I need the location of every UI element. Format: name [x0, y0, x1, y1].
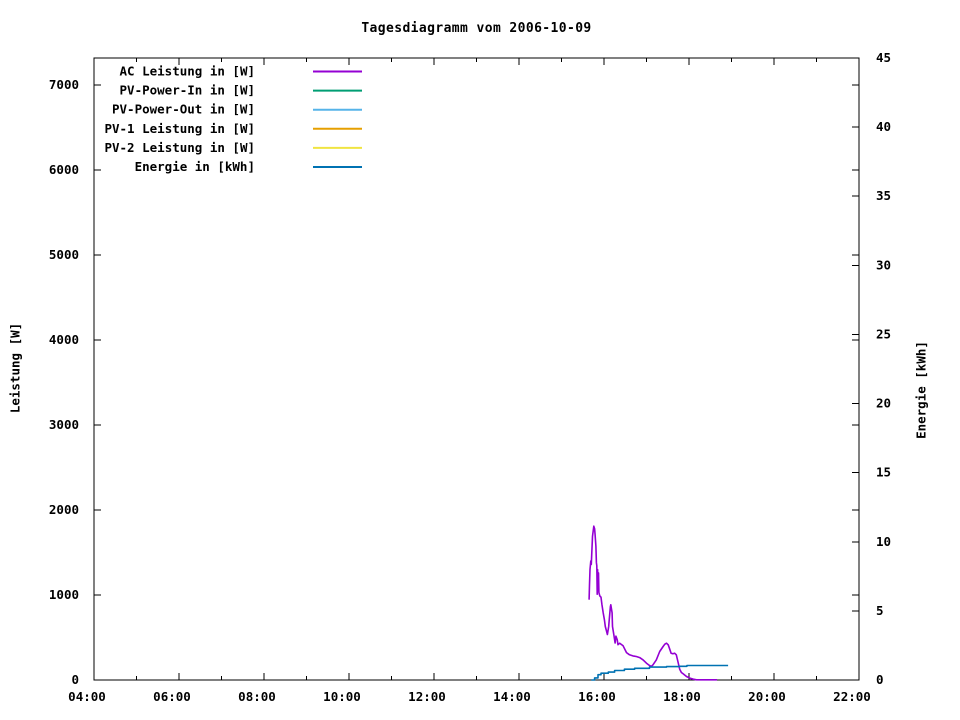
x-tick-label: 06:00 — [153, 689, 191, 704]
chart-title: Tagesdiagramm vom 2006-10-09 — [361, 21, 592, 36]
legend-label: Energie in [kWh] — [135, 159, 255, 174]
x-tick-label: 04:00 — [68, 689, 106, 704]
legend-label: AC Leistung in [W] — [120, 64, 255, 79]
x-tick-label: 16:00 — [578, 689, 616, 704]
x-tick-label: 10:00 — [323, 689, 361, 704]
y-right-tick-label: 5 — [876, 603, 884, 618]
x-tick-label: 18:00 — [663, 689, 701, 704]
y-left-tick-label: 4000 — [49, 332, 79, 347]
x-tick-label: 12:00 — [408, 689, 446, 704]
x-tick-label: 08:00 — [238, 689, 276, 704]
series-energie — [591, 664, 729, 681]
y-left-tick-label: 2000 — [49, 502, 79, 517]
legend-label: PV-1 Leistung in [W] — [104, 121, 255, 136]
y-left-tick-label: 7000 — [49, 77, 79, 92]
y-right-tick-label: 15 — [876, 465, 891, 480]
y-right-tick-label: 40 — [876, 119, 891, 134]
x-tick-label: 22:00 — [833, 689, 871, 704]
y-left-tick-label: 3000 — [49, 417, 79, 432]
y-right-tick-label: 35 — [876, 188, 891, 203]
y-right-tick-label: 20 — [876, 396, 891, 411]
legend-label: PV-Power-Out in [W] — [112, 102, 255, 117]
y-left-tick-label: 1000 — [49, 587, 79, 602]
y-right-tick-label: 0 — [876, 672, 884, 687]
y-left-tick-label: 0 — [71, 672, 79, 687]
y-right-tick-label: 30 — [876, 257, 891, 272]
series-ac-leistung — [588, 525, 717, 681]
y-left-tick-label: 6000 — [49, 162, 79, 177]
y-left-tick-label: 5000 — [49, 247, 79, 262]
x-tick-label: 14:00 — [493, 689, 531, 704]
legend-label: PV-Power-In in [W] — [120, 83, 255, 98]
legend-label: PV-2 Leistung in [W] — [104, 140, 255, 155]
y-right-tick-label: 10 — [876, 534, 891, 549]
y-right-tick-label: 25 — [876, 326, 891, 341]
x-tick-label: 20:00 — [748, 689, 786, 704]
y-right-tick-label: 45 — [876, 50, 891, 65]
